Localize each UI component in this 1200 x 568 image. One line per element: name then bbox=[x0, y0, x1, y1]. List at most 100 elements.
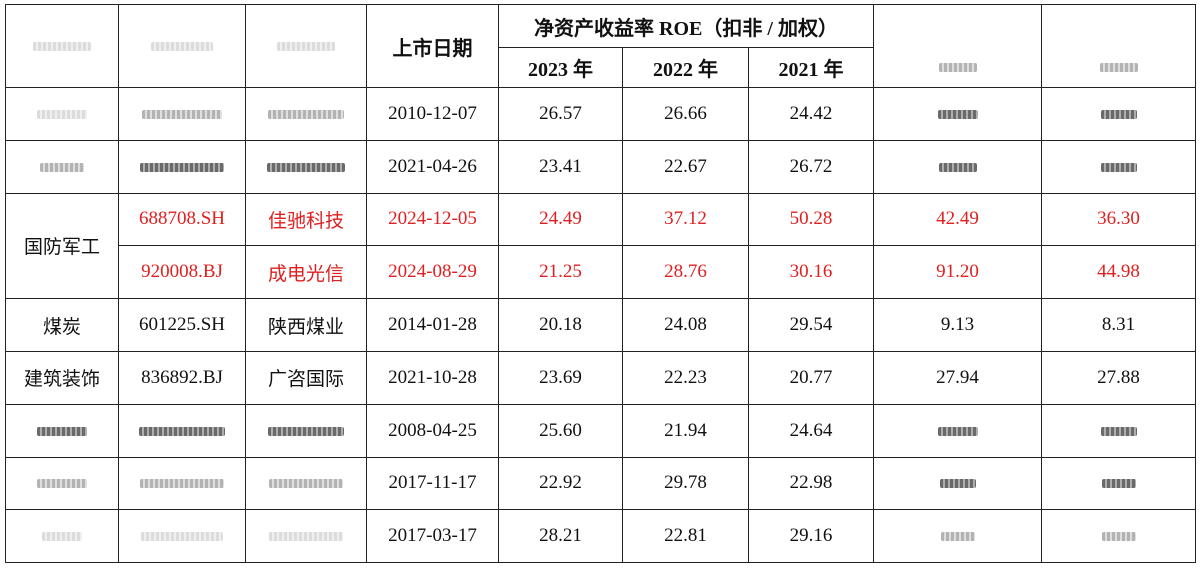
cell-roe-2023: 28.21 bbox=[498, 509, 623, 564]
cell-industry-redacted bbox=[5, 456, 119, 511]
cell-industry: 国防军工 bbox=[5, 192, 119, 300]
cell-roe-2023: 24.49 bbox=[498, 192, 623, 247]
cell-name-redacted bbox=[245, 139, 367, 194]
cell-code-redacted bbox=[118, 403, 246, 458]
cell-col9: 36.30 bbox=[1041, 192, 1197, 247]
cell-col9-redacted bbox=[1041, 456, 1197, 511]
header-col9-redacted bbox=[1041, 47, 1197, 88]
cell-name-redacted bbox=[245, 509, 367, 564]
table-row: 2008-04-25 25.60 21.94 24.64 bbox=[5, 403, 1197, 458]
cell-code: 920008.BJ bbox=[118, 245, 246, 300]
header-year-2022: 2022 年 bbox=[622, 47, 749, 88]
cell-code: 688708.SH bbox=[118, 192, 246, 247]
table-row: 2017-03-17 28.21 22.81 29.16 bbox=[5, 509, 1197, 564]
cell-roe-2021: 24.42 bbox=[747, 87, 875, 141]
cell-col9-redacted bbox=[1041, 87, 1197, 141]
table-row: 2010-12-07 26.57 26.66 24.42 bbox=[5, 87, 1197, 141]
cell-col8-redacted bbox=[873, 403, 1043, 458]
header-col8-redacted bbox=[873, 47, 1043, 88]
cell-roe-2022: 22.67 bbox=[622, 139, 749, 194]
cell-industry: 建筑装饰 bbox=[5, 350, 119, 405]
cell-roe-2021: 24.64 bbox=[747, 403, 875, 458]
cell-name: 广咨国际 bbox=[245, 350, 367, 405]
header-year-2023: 2023 年 bbox=[498, 47, 623, 88]
header-name-redacted bbox=[245, 4, 367, 88]
cell-roe-2023: 23.69 bbox=[498, 350, 623, 405]
cell-roe-2022: 28.76 bbox=[622, 245, 749, 300]
cell-col8: 27.94 bbox=[873, 350, 1043, 405]
header-col8-top-redacted bbox=[873, 4, 1043, 48]
cell-listing-date: 2017-11-17 bbox=[366, 456, 499, 511]
table-row: 2017-11-17 22.92 29.78 22.98 bbox=[5, 456, 1197, 511]
cell-listing-date: 2017-03-17 bbox=[366, 509, 499, 564]
cell-roe-2021: 29.54 bbox=[747, 298, 875, 352]
table-row: 2021-04-26 23.41 22.67 26.72 bbox=[5, 139, 1197, 194]
cell-name-redacted bbox=[245, 87, 367, 141]
cell-roe-2023: 22.92 bbox=[498, 456, 623, 511]
cell-roe-2023: 21.25 bbox=[498, 245, 623, 300]
header-industry-redacted bbox=[5, 4, 119, 88]
header-listing-date: 上市日期 bbox=[366, 4, 499, 88]
cell-listing-date: 2024-08-29 bbox=[366, 245, 499, 300]
cell-col8: 91.20 bbox=[873, 245, 1043, 300]
table-row: 920008.BJ 成电光信 2024-08-29 21.25 28.76 30… bbox=[6, 245, 1197, 300]
cell-roe-2022: 29.78 bbox=[622, 456, 749, 511]
cell-col8-redacted bbox=[873, 509, 1043, 564]
cell-roe-2022: 21.94 bbox=[622, 403, 749, 458]
header-row-2: 2023 年 2022 年 2021 年 bbox=[6, 47, 1197, 88]
cell-code: 601225.SH bbox=[118, 298, 246, 352]
cell-listing-date: 2024-12-05 bbox=[366, 192, 499, 247]
cell-code: 836892.BJ bbox=[118, 350, 246, 405]
cell-roe-2021: 29.16 bbox=[747, 509, 875, 564]
cell-name-redacted bbox=[245, 456, 367, 511]
cell-roe-2023: 20.18 bbox=[498, 298, 623, 352]
cell-col8-redacted bbox=[873, 87, 1043, 141]
cell-listing-date: 2010-12-07 bbox=[366, 87, 499, 141]
cell-industry-redacted bbox=[5, 139, 119, 194]
cell-col9-redacted bbox=[1041, 509, 1197, 564]
cell-col8: 9.13 bbox=[873, 298, 1043, 352]
table-row: 国防军工 688708.SH 佳驰科技 2024-12-05 24.49 37.… bbox=[5, 192, 1197, 300]
cell-roe-2021: 30.16 bbox=[747, 245, 875, 300]
cell-name: 成电光信 bbox=[245, 245, 367, 300]
cell-industry: 煤炭 bbox=[5, 298, 119, 352]
cell-col9: 8.31 bbox=[1041, 298, 1197, 352]
cell-col8-redacted bbox=[873, 139, 1043, 194]
cell-listing-date: 2021-04-26 bbox=[366, 139, 499, 194]
cell-code-redacted bbox=[118, 509, 246, 564]
header-year-2021: 2021 年 bbox=[747, 47, 875, 88]
header-code-redacted bbox=[118, 4, 246, 88]
cell-roe-2023: 23.41 bbox=[498, 139, 623, 194]
cell-industry-redacted bbox=[5, 403, 119, 458]
table-row: 煤炭 601225.SH 陕西煤业 2014-01-28 20.18 24.08… bbox=[5, 298, 1197, 352]
cell-roe-2021: 20.77 bbox=[747, 350, 875, 405]
cell-listing-date: 2014-01-28 bbox=[366, 298, 499, 352]
cell-roe-2023: 26.57 bbox=[498, 87, 623, 141]
cell-listing-date: 2021-10-28 bbox=[366, 350, 499, 405]
cell-roe-2022: 24.08 bbox=[622, 298, 749, 352]
cell-roe-2021: 22.98 bbox=[747, 456, 875, 511]
cell-industry-redacted bbox=[5, 509, 119, 564]
cell-listing-date: 2008-04-25 bbox=[366, 403, 499, 458]
cell-roe-2021: 26.72 bbox=[747, 139, 875, 194]
cell-col8-redacted bbox=[873, 456, 1043, 511]
cell-code-redacted bbox=[118, 456, 246, 511]
cell-col9: 44.98 bbox=[1041, 245, 1197, 300]
header-col9-top-redacted bbox=[1041, 4, 1197, 48]
cell-name: 陕西煤业 bbox=[245, 298, 367, 352]
cell-roe-2023: 25.60 bbox=[498, 403, 623, 458]
cell-col9-redacted bbox=[1041, 403, 1197, 458]
cell-roe-2022: 37.12 bbox=[622, 192, 749, 247]
cell-name: 佳驰科技 bbox=[245, 192, 367, 247]
header-roe-group: 净资产收益率 ROE（扣非 / 加权） bbox=[497, 4, 875, 48]
cell-col8: 42.49 bbox=[873, 192, 1043, 247]
cell-industry-redacted bbox=[5, 87, 119, 141]
cell-code-redacted bbox=[118, 139, 246, 194]
cell-roe-2022: 22.23 bbox=[622, 350, 749, 405]
cell-col9: 27.88 bbox=[1041, 350, 1197, 405]
cell-roe-2022: 22.81 bbox=[622, 509, 749, 564]
cell-roe-2022: 26.66 bbox=[622, 87, 749, 141]
roe-table: 上市日期 净资产收益率 ROE（扣非 / 加权） 2023 年 2022 年 2… bbox=[5, 4, 1197, 564]
table-row: 建筑装饰 836892.BJ 广咨国际 2021-10-28 23.69 22.… bbox=[5, 350, 1197, 405]
cell-code-redacted bbox=[118, 87, 246, 141]
